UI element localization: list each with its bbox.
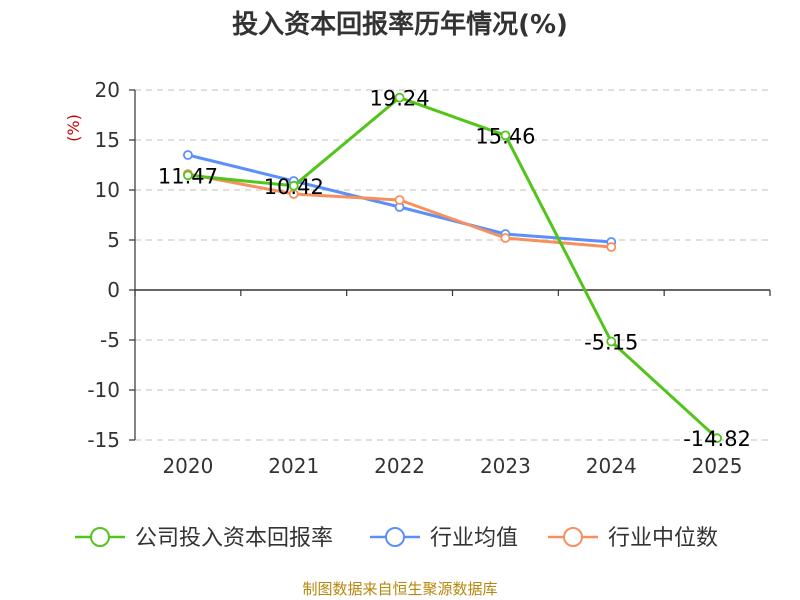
data-label: 11.47 xyxy=(158,164,218,188)
y-tick-label: 5 xyxy=(107,228,120,252)
legend-label: 行业中位数 xyxy=(608,526,718,551)
axes: 20 15 10 5 0 -5 -10 -15 2020 2021 2022 2023 2024 2025 xyxy=(87,78,771,478)
source-note: 制图数据来自恒生聚源数据库 xyxy=(302,580,497,598)
y-tick-label: -5 xyxy=(100,328,120,352)
legend-label: 行业均值 xyxy=(430,526,518,551)
series-lines xyxy=(183,92,722,444)
y-tick-label: -10 xyxy=(87,378,120,402)
data-label: 19.24 xyxy=(370,87,430,111)
data-point xyxy=(606,336,617,347)
data-point xyxy=(394,92,405,103)
x-tick-label: 2020 xyxy=(162,454,213,478)
y-tick-label: 20 xyxy=(95,78,120,102)
data-label: -14.82 xyxy=(683,427,751,451)
y-tick-label: 15 xyxy=(95,128,120,152)
data-point xyxy=(394,195,405,205)
data-point xyxy=(712,433,722,444)
y-tick-label: 0 xyxy=(107,278,120,302)
data-labels: 11.47 10.42 19.24 15.46 -5.15 -14.82 xyxy=(158,87,751,452)
legend-swatch-marker xyxy=(90,527,110,547)
data-point xyxy=(288,180,299,191)
chart-title: 投入资本回报率历年情况(%) xyxy=(232,9,568,40)
y-tick-label: -15 xyxy=(87,428,120,452)
data-point xyxy=(183,150,193,160)
x-tick-label: 2023 xyxy=(480,454,531,478)
legend-swatch-marker xyxy=(563,527,583,547)
data-label: 10.42 xyxy=(264,175,324,199)
y-axis-label: (%) xyxy=(64,114,83,142)
data-point xyxy=(183,170,193,181)
x-tick-label: 2022 xyxy=(374,454,425,478)
data-point xyxy=(606,242,617,252)
legend-swatch-marker xyxy=(385,527,405,547)
legend: 公司投入资本回报率 行业均值 行业中位数 xyxy=(75,526,718,551)
series-line-0 xyxy=(187,96,719,440)
data-point xyxy=(500,130,511,141)
data-label: -5.15 xyxy=(584,331,638,355)
data-label: 15.46 xyxy=(475,124,535,148)
legend-label: 公司投入资本回报率 xyxy=(135,526,333,551)
x-tick-label: 2024 xyxy=(586,454,637,478)
grid-lines xyxy=(135,89,770,441)
x-tick-label: 2021 xyxy=(268,454,319,478)
x-tick-label: 2025 xyxy=(692,454,743,478)
data-point xyxy=(500,233,511,243)
y-tick-label: 10 xyxy=(95,178,120,202)
